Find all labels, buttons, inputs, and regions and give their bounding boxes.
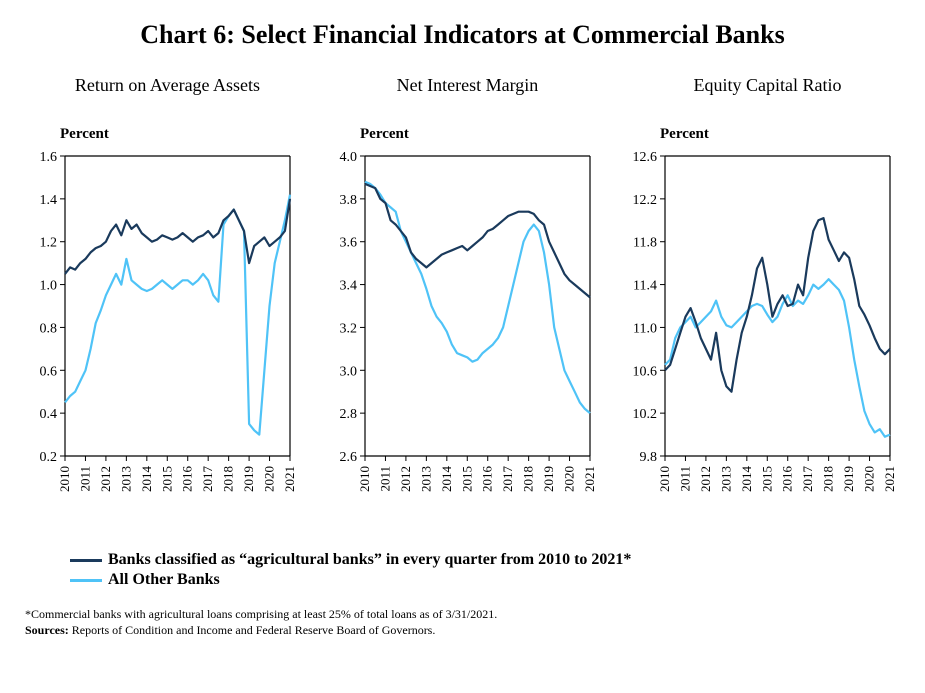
- svg-text:10.6: 10.6: [633, 364, 658, 379]
- svg-text:2017: 2017: [200, 466, 215, 493]
- svg-text:2012: 2012: [698, 466, 713, 492]
- sources: Sources: Reports of Condition and Income…: [25, 623, 900, 638]
- chart-roa-svg: 0.2 0.4 0.6 0.8 1.0 1.2 1.4 1.6 2010 2011 2012 2013…: [25, 146, 310, 536]
- chart-ecr-title: Equity Capital Ratio: [694, 75, 842, 96]
- svg-text:2017: 2017: [800, 466, 815, 493]
- svg-text:0.2: 0.2: [40, 450, 58, 465]
- svg-text:1.0: 1.0: [40, 279, 58, 294]
- svg-text:3.4: 3.4: [340, 279, 358, 294]
- svg-text:2011: 2011: [677, 466, 692, 492]
- chart-title: Chart 6: Select Financial Indicators at …: [25, 20, 900, 50]
- svg-text:2019: 2019: [241, 466, 256, 492]
- charts-row: Return on Average Assets Percent 0.20.40…: [25, 75, 900, 536]
- svg-text:2010: 2010: [357, 466, 372, 492]
- svg-text:2018: 2018: [221, 466, 236, 492]
- svg-text:1.6: 1.6: [40, 150, 58, 165]
- svg-text:2014: 2014: [139, 466, 154, 493]
- svg-text:0.4: 0.4: [40, 407, 58, 422]
- svg-text:2.8: 2.8: [340, 407, 358, 422]
- svg-text:2015: 2015: [459, 466, 474, 492]
- svg-text:11.4: 11.4: [633, 279, 657, 294]
- svg-text:2019: 2019: [841, 466, 856, 492]
- svg-text:2020: 2020: [562, 466, 577, 492]
- svg-text:11.0: 11.0: [633, 321, 657, 336]
- svg-text:2016: 2016: [180, 466, 195, 493]
- svg-text:2020: 2020: [262, 466, 277, 492]
- chart-ecr-svg: 9.8 10.2 10.6 11.0 11.4 11.8 12.2 12.6 2010 2011 2…: [625, 146, 910, 536]
- svg-text:2021: 2021: [582, 466, 597, 492]
- svg-text:2011: 2011: [377, 466, 392, 492]
- legend-ag: Banks classified as “agricultural banks”…: [70, 551, 900, 569]
- svg-text:2010: 2010: [57, 466, 72, 492]
- svg-text:2011: 2011: [77, 466, 92, 492]
- svg-text:1.4: 1.4: [40, 193, 58, 208]
- svg-text:2018: 2018: [521, 466, 536, 492]
- chart-roa-title: Return on Average Assets: [75, 75, 260, 96]
- legend-other: All Other Banks: [70, 571, 900, 589]
- svg-text:2019: 2019: [541, 466, 556, 492]
- svg-text:2012: 2012: [398, 466, 413, 492]
- svg-text:2012: 2012: [98, 466, 113, 492]
- svg-text:3.2: 3.2: [340, 321, 358, 336]
- svg-text:2.6: 2.6: [340, 450, 358, 465]
- legend: Banks classified as “agricultural banks”…: [70, 551, 900, 589]
- svg-text:3.8: 3.8: [340, 193, 358, 208]
- svg-text:2015: 2015: [759, 466, 774, 492]
- svg-text:2018: 2018: [821, 466, 836, 492]
- svg-text:11.8: 11.8: [633, 236, 657, 251]
- chart-ecr: Equity Capital Ratio Percent 9.8 10.2 10.6…: [625, 75, 910, 536]
- chart-roa-ylabel: Percent: [60, 126, 109, 143]
- svg-text:10.2: 10.2: [633, 407, 658, 422]
- svg-text:2010: 2010: [657, 466, 672, 492]
- svg-text:0.8: 0.8: [40, 321, 58, 336]
- svg-text:9.8: 9.8: [640, 450, 658, 465]
- svg-text:2017: 2017: [500, 466, 515, 493]
- svg-text:2014: 2014: [739, 466, 754, 493]
- sources-label: Sources:: [25, 623, 69, 637]
- chart-nim-ylabel: Percent: [360, 126, 409, 143]
- svg-text:3.6: 3.6: [340, 236, 358, 251]
- svg-text:12.2: 12.2: [633, 193, 658, 208]
- sources-text: Reports of Condition and Income and Fede…: [69, 623, 436, 637]
- svg-text:2013: 2013: [418, 466, 433, 492]
- svg-text:3.0: 3.0: [340, 364, 358, 379]
- svg-text:2015: 2015: [159, 466, 174, 492]
- legend-ag-line: [70, 559, 102, 562]
- chart-nim: Net Interest Margin Percent 2.6 2.8 3.0 3.2…: [325, 75, 610, 536]
- svg-text:2021: 2021: [282, 466, 297, 492]
- legend-ag-label: Banks classified as “agricultural banks”…: [108, 551, 631, 569]
- svg-text:2016: 2016: [780, 466, 795, 493]
- svg-text:2013: 2013: [118, 466, 133, 492]
- svg-text:2021: 2021: [882, 466, 897, 492]
- chart-nim-svg: 2.6 2.8 3.0 3.2 3.4 3.6 3.8 4.0 2010 2011 2012 2013…: [325, 146, 610, 536]
- chart-roa: Return on Average Assets Percent 0.20.40…: [25, 75, 310, 536]
- svg-text:2016: 2016: [480, 466, 495, 493]
- legend-other-label: All Other Banks: [108, 571, 220, 589]
- chart-nim-title: Net Interest Margin: [397, 75, 539, 96]
- footnote: *Commercial banks with agricultural loan…: [25, 607, 900, 623]
- legend-other-line: [70, 579, 102, 582]
- svg-text:2020: 2020: [862, 466, 877, 492]
- svg-text:2014: 2014: [439, 466, 454, 493]
- chart-ecr-ylabel: Percent: [660, 126, 709, 143]
- svg-text:12.6: 12.6: [633, 150, 658, 165]
- svg-text:1.2: 1.2: [40, 236, 58, 251]
- svg-text:4.0: 4.0: [340, 150, 358, 165]
- svg-text:0.6: 0.6: [40, 364, 58, 379]
- svg-text:2013: 2013: [718, 466, 733, 492]
